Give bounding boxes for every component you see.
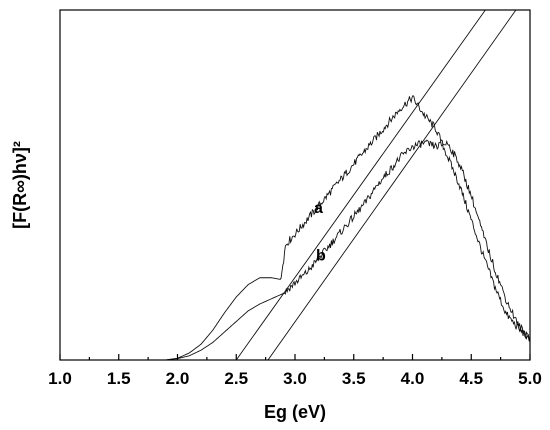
annotations: ab — [314, 200, 326, 264]
series-label-b: b — [316, 247, 326, 264]
y-axis-title-text: [F(R∞)hν]² — [10, 141, 30, 229]
plot-area — [60, 10, 530, 360]
x-tick-label: 2.0 — [166, 369, 190, 388]
plot-frame — [59, 9, 531, 361]
x-tick-label: 1.0 — [48, 369, 72, 388]
x-tick-label: 4.0 — [401, 369, 425, 388]
fit-line-a — [235, 10, 486, 360]
fit-line-b — [267, 10, 517, 360]
x-axis-title: Eg (eV) — [264, 402, 326, 422]
series-b-line — [60, 139, 530, 360]
x-tick-label: 1.5 — [107, 369, 131, 388]
x-tick-label: 5.0 — [518, 369, 542, 388]
x-tick-label: 3.5 — [342, 369, 366, 388]
x-tick-label: 2.5 — [224, 369, 248, 388]
x-tick-label: 4.5 — [459, 369, 483, 388]
x-axis-ticks: 1.0 1.5 2.0 2.5 3.0 3.5 4.0 4.5 5.0 — [48, 354, 542, 388]
series-a-line — [60, 95, 530, 360]
series-label-a: a — [314, 200, 323, 217]
x-tick-label: 3.0 — [283, 369, 307, 388]
y-axis-title: [F(R∞)hν]² — [10, 141, 30, 229]
